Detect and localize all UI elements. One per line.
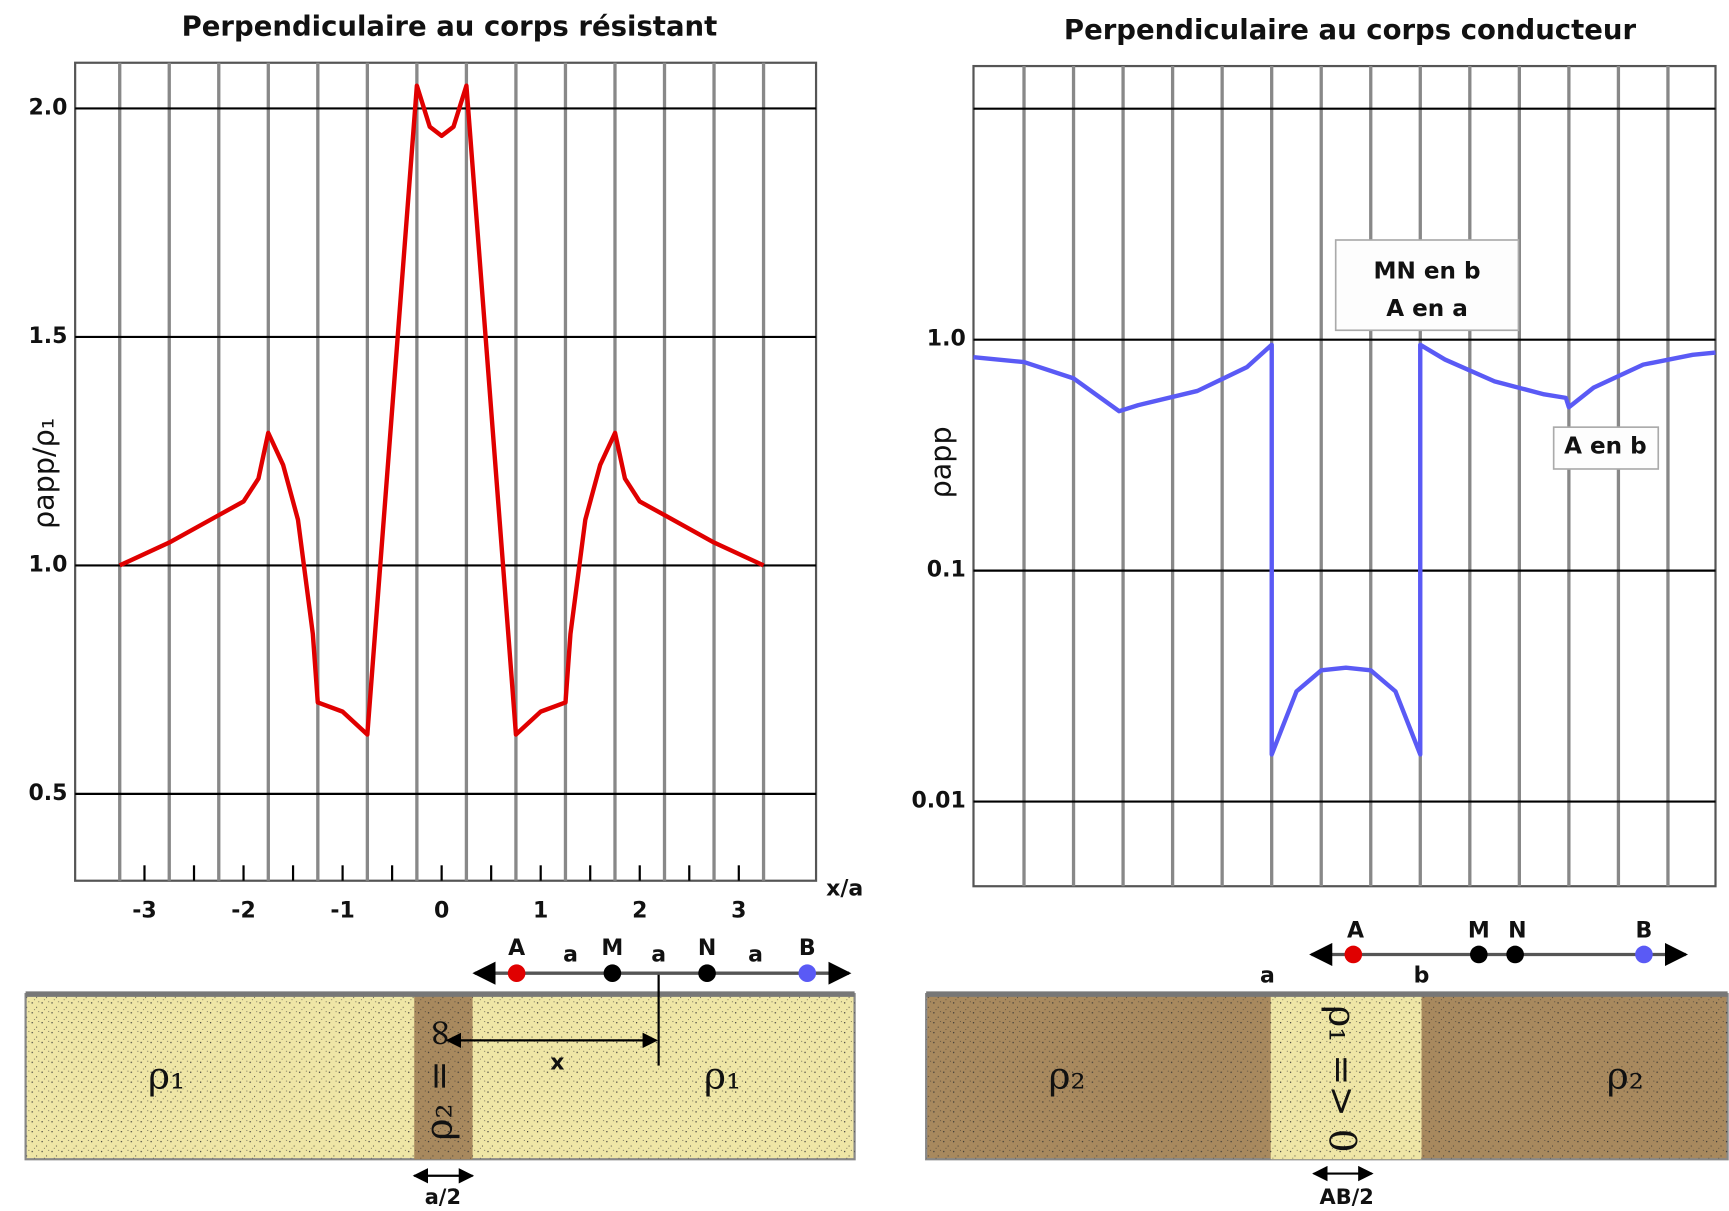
y-tick-label: 1.0 [28, 552, 67, 577]
rho-label: ρ₁ [148, 1053, 185, 1097]
label: x [550, 1050, 564, 1075]
y-axis-label: ρapp [924, 426, 958, 498]
electrode-label: N [1508, 918, 1526, 943]
y-tick-label: 0.01 [912, 789, 966, 814]
electrode [1344, 945, 1363, 964]
annotation-box [1334, 239, 1520, 332]
annotation-box [1552, 426, 1660, 470]
electrode-label: A [508, 936, 525, 961]
spacing-label: a [651, 943, 666, 968]
electrode-label: A [1347, 918, 1364, 943]
electrode-label: B [799, 936, 816, 961]
spacing-label: a [563, 943, 578, 968]
plot-area [972, 64, 1717, 888]
texture [25, 994, 855, 1160]
rho-label: ρ₁ => 0 [1320, 1005, 1364, 1152]
y-tick-label: 1.0 [927, 327, 966, 352]
chart-title: Perpendiculaire au corps résistant [182, 11, 718, 43]
y-axis-label: ρapp/ρ₁ [26, 418, 60, 529]
electrode-label: M [1468, 918, 1490, 943]
y-tick-label: 1.5 [28, 324, 67, 349]
chart: Perpendiculaire au corps résistant 0.5 1.0… [26, 11, 863, 924]
electrode-label: M [601, 936, 623, 961]
x-tick-label: 3 [731, 899, 746, 924]
electrode [1506, 945, 1524, 964]
label: a/2 [425, 1185, 461, 1209]
x-tick-label: 1 [533, 899, 548, 924]
electrode [1470, 945, 1488, 964]
electrode [798, 964, 817, 983]
rho-label: ρ₂ = ∞ [416, 1017, 460, 1140]
y-tick-label: 0.1 [927, 558, 966, 583]
rho-label: ρ₁ [704, 1053, 741, 1097]
annotation: A en a [1386, 296, 1468, 322]
x-tick-label: 0 [434, 899, 449, 924]
edge-label: b [1414, 964, 1430, 989]
data-line [973, 342, 1716, 757]
electrode-label: B [1636, 918, 1653, 943]
electrode [1635, 945, 1653, 964]
rho-label: ρ₂ [1049, 1053, 1086, 1097]
chart-title: Perpendiculaire au corps conducteur [1064, 14, 1637, 46]
x-axis-label: x/a [826, 877, 863, 902]
data-line [118, 83, 765, 737]
x-tick-label: -3 [132, 899, 156, 924]
diagram-resistive: ρ₁ ρ₁ ρ₂ = ∞ x a/2 A M N B a a a [24, 936, 856, 1209]
spacing-label: a [748, 943, 763, 968]
y-tick-label: 0.5 [28, 781, 67, 806]
x-tick-label: -1 [330, 899, 354, 924]
rho-label: ρ₂ [1607, 1053, 1644, 1097]
electrode-label: N [698, 936, 716, 961]
annotation: MN en b [1374, 258, 1481, 284]
label: AB/2 [1320, 1185, 1374, 1209]
x-tick-label: 2 [632, 899, 647, 924]
x-tick-label: -2 [231, 899, 255, 924]
chart: Perpendiculaire au corps conducteur 0.01 0… [912, 14, 1717, 888]
plot-area [74, 61, 818, 882]
texture [926, 994, 1728, 1160]
y-tick-label: 2.0 [28, 95, 67, 120]
diagram-conductive: ρ₂ ρ₂ ρ₁ => 0 a b AB/2 A M N B [925, 918, 1729, 1209]
electrode [507, 964, 526, 983]
electrode [698, 964, 716, 983]
annotation: A en b [1564, 433, 1647, 459]
edge-label: a [1260, 964, 1275, 989]
electrode [603, 964, 622, 983]
